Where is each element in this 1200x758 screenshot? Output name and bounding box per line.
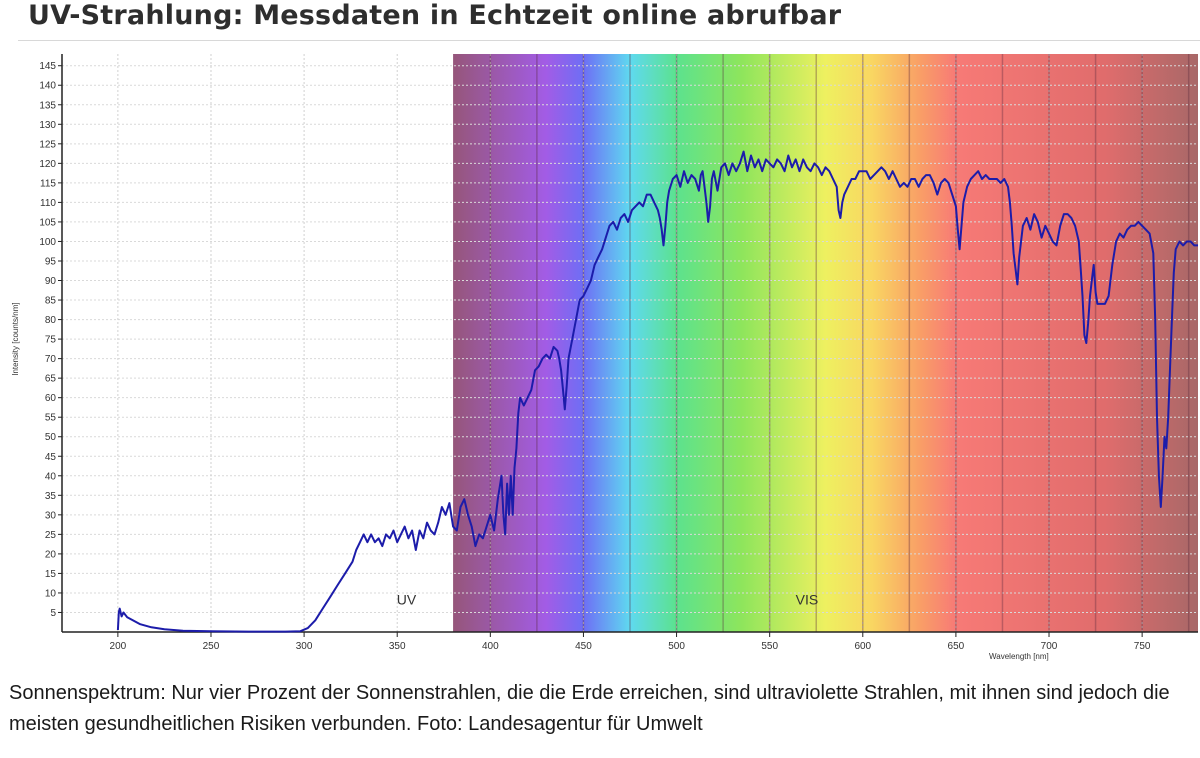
region-labels: UV VIS [397, 592, 818, 608]
x-tick-label: 200 [110, 641, 127, 652]
y-tick-label: 40 [45, 471, 57, 482]
y-tick-label: 20 [45, 549, 57, 560]
x-axis-label: Wavelength [nm] [989, 652, 1049, 661]
y-tick-label: 90 [45, 276, 57, 287]
spectrum-chart: 5 10 15 20 25 30 35 40 45 50 55 60 65 70 75 80 85 90 95 100… [0, 46, 1200, 666]
headline: UV-Strahlung: Messdaten in Echtzeit onli… [28, 0, 842, 31]
visible-spectrum-band [453, 54, 1198, 632]
y-tick-label: 120 [39, 159, 56, 170]
spectrum-line [116, 150, 1198, 633]
y-tick-label: 95 [45, 256, 57, 267]
y-tick-label: 50 [45, 432, 57, 443]
y-tick-label: 5 [50, 608, 56, 619]
x-tick-label: 600 [854, 641, 871, 652]
x-tick-label: 300 [296, 641, 313, 652]
spectrum-series [116, 150, 1198, 633]
region-label-uv: UV [397, 592, 417, 608]
y-axis-ticks: 5 10 15 20 25 30 35 40 45 50 55 60 65 70 75 80 85 90 95 100… [39, 61, 62, 619]
y-tick-label: 130 [39, 120, 56, 131]
spectrum-chart-svg: 5 10 15 20 25 30 35 40 45 50 55 60 65 70 75 80 85 90 95 100… [11, 54, 1198, 661]
y-tick-label: 15 [45, 569, 57, 580]
y-tick-label: 45 [45, 452, 57, 463]
region-label-vis: VIS [796, 592, 819, 608]
headline-divider [18, 40, 1200, 41]
image-caption: Sonnenspektrum: Nur vier Prozent der Son… [9, 682, 1170, 735]
y-tick-label: 105 [39, 217, 56, 228]
x-tick-label: 650 [948, 641, 965, 652]
y-tick-label: 135 [39, 100, 56, 111]
y-tick-label: 115 [40, 178, 56, 189]
y-tick-label: 65 [45, 374, 57, 385]
grid-lines [62, 54, 1198, 632]
y-tick-label: 140 [39, 81, 56, 92]
x-tick-label: 350 [389, 641, 406, 652]
y-tick-label: 100 [39, 237, 56, 248]
x-tick-label: 750 [1134, 641, 1151, 652]
y-tick-label: 85 [45, 296, 57, 307]
y-tick-label: 60 [45, 393, 57, 404]
y-tick-label: 75 [45, 335, 57, 346]
x-tick-label: 700 [1041, 641, 1058, 652]
y-tick-label: 30 [45, 510, 57, 521]
y-tick-label: 70 [45, 354, 57, 365]
y-tick-label: 125 [39, 139, 56, 150]
y-tick-label: 25 [45, 530, 57, 541]
y-tick-label: 110 [40, 198, 56, 209]
y-tick-label: 10 [45, 588, 57, 599]
y-tick-label: 55 [45, 413, 57, 424]
y-tick-label: 80 [45, 315, 57, 326]
y-axis-label: Intensity [counts/nm] [11, 302, 20, 375]
y-tick-label: 145 [39, 61, 56, 72]
x-tick-label: 400 [482, 641, 499, 652]
y-tick-label: 35 [45, 491, 57, 502]
x-axis-ticks: 200 250 300 350 400 450 500 550 600 650 700 750 [110, 632, 1151, 652]
x-tick-label: 450 [575, 641, 592, 652]
x-tick-label: 500 [668, 641, 685, 652]
x-tick-label: 250 [203, 641, 220, 652]
x-tick-label: 550 [761, 641, 778, 652]
